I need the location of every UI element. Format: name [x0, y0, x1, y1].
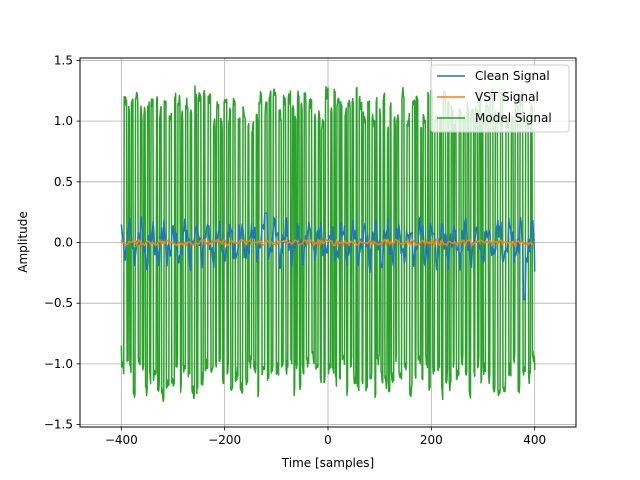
- x-tick-label: −200: [208, 433, 241, 447]
- x-ticks: −400 −200 0 200 400: [105, 427, 546, 447]
- y-tick-label: 0.5: [54, 175, 73, 189]
- legend-label-clean: Clean Signal: [475, 69, 550, 83]
- x-tick-label: 400: [523, 433, 546, 447]
- legend-box: [430, 64, 570, 133]
- series-line-vst: [120, 237, 534, 248]
- y-axis-label: Amplitude: [16, 211, 30, 273]
- x-tick-label: −400: [105, 433, 138, 447]
- legend-label-model: Model Signal: [475, 111, 552, 125]
- legend: Clean Signal VST Signal Model Signal: [430, 64, 570, 133]
- plot-lines: [120, 85, 536, 403]
- y-tick-label: 1.5: [54, 53, 73, 67]
- legend-label-vst: VST Signal: [475, 90, 539, 104]
- y-tick-label: −1.0: [44, 357, 73, 371]
- y-tick-label: −0.5: [44, 296, 73, 310]
- x-axis-label: Time [samples]: [281, 456, 374, 470]
- series-line-model: [120, 85, 536, 403]
- x-tick-label: 200: [420, 433, 443, 447]
- x-tick-label: 0: [324, 433, 332, 447]
- y-ticks: −1.5 −1.0 −0.5 0.0 0.5 1.0 1.5: [44, 53, 80, 432]
- y-tick-label: −1.5: [44, 418, 73, 432]
- y-tick-label: 1.0: [54, 114, 73, 128]
- y-tick-label: 0.0: [54, 236, 73, 250]
